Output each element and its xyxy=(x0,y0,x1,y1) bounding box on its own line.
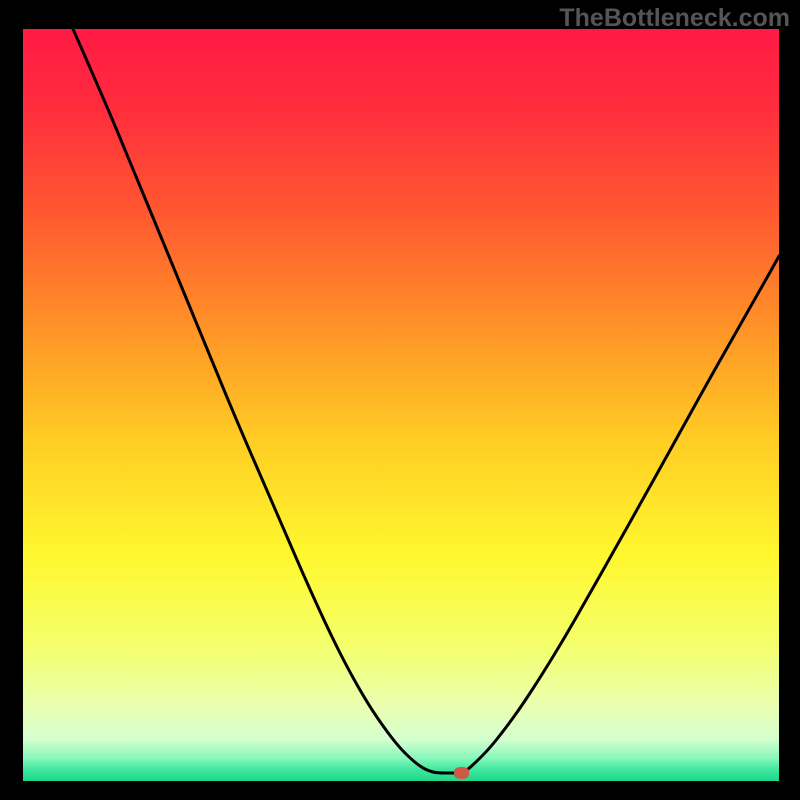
watermark-text: TheBottleneck.com xyxy=(559,4,790,33)
optimal-point-marker xyxy=(454,767,469,779)
chart-svg xyxy=(23,29,779,781)
bottleneck-curve xyxy=(73,29,779,773)
bottleneck-chart xyxy=(23,29,779,781)
